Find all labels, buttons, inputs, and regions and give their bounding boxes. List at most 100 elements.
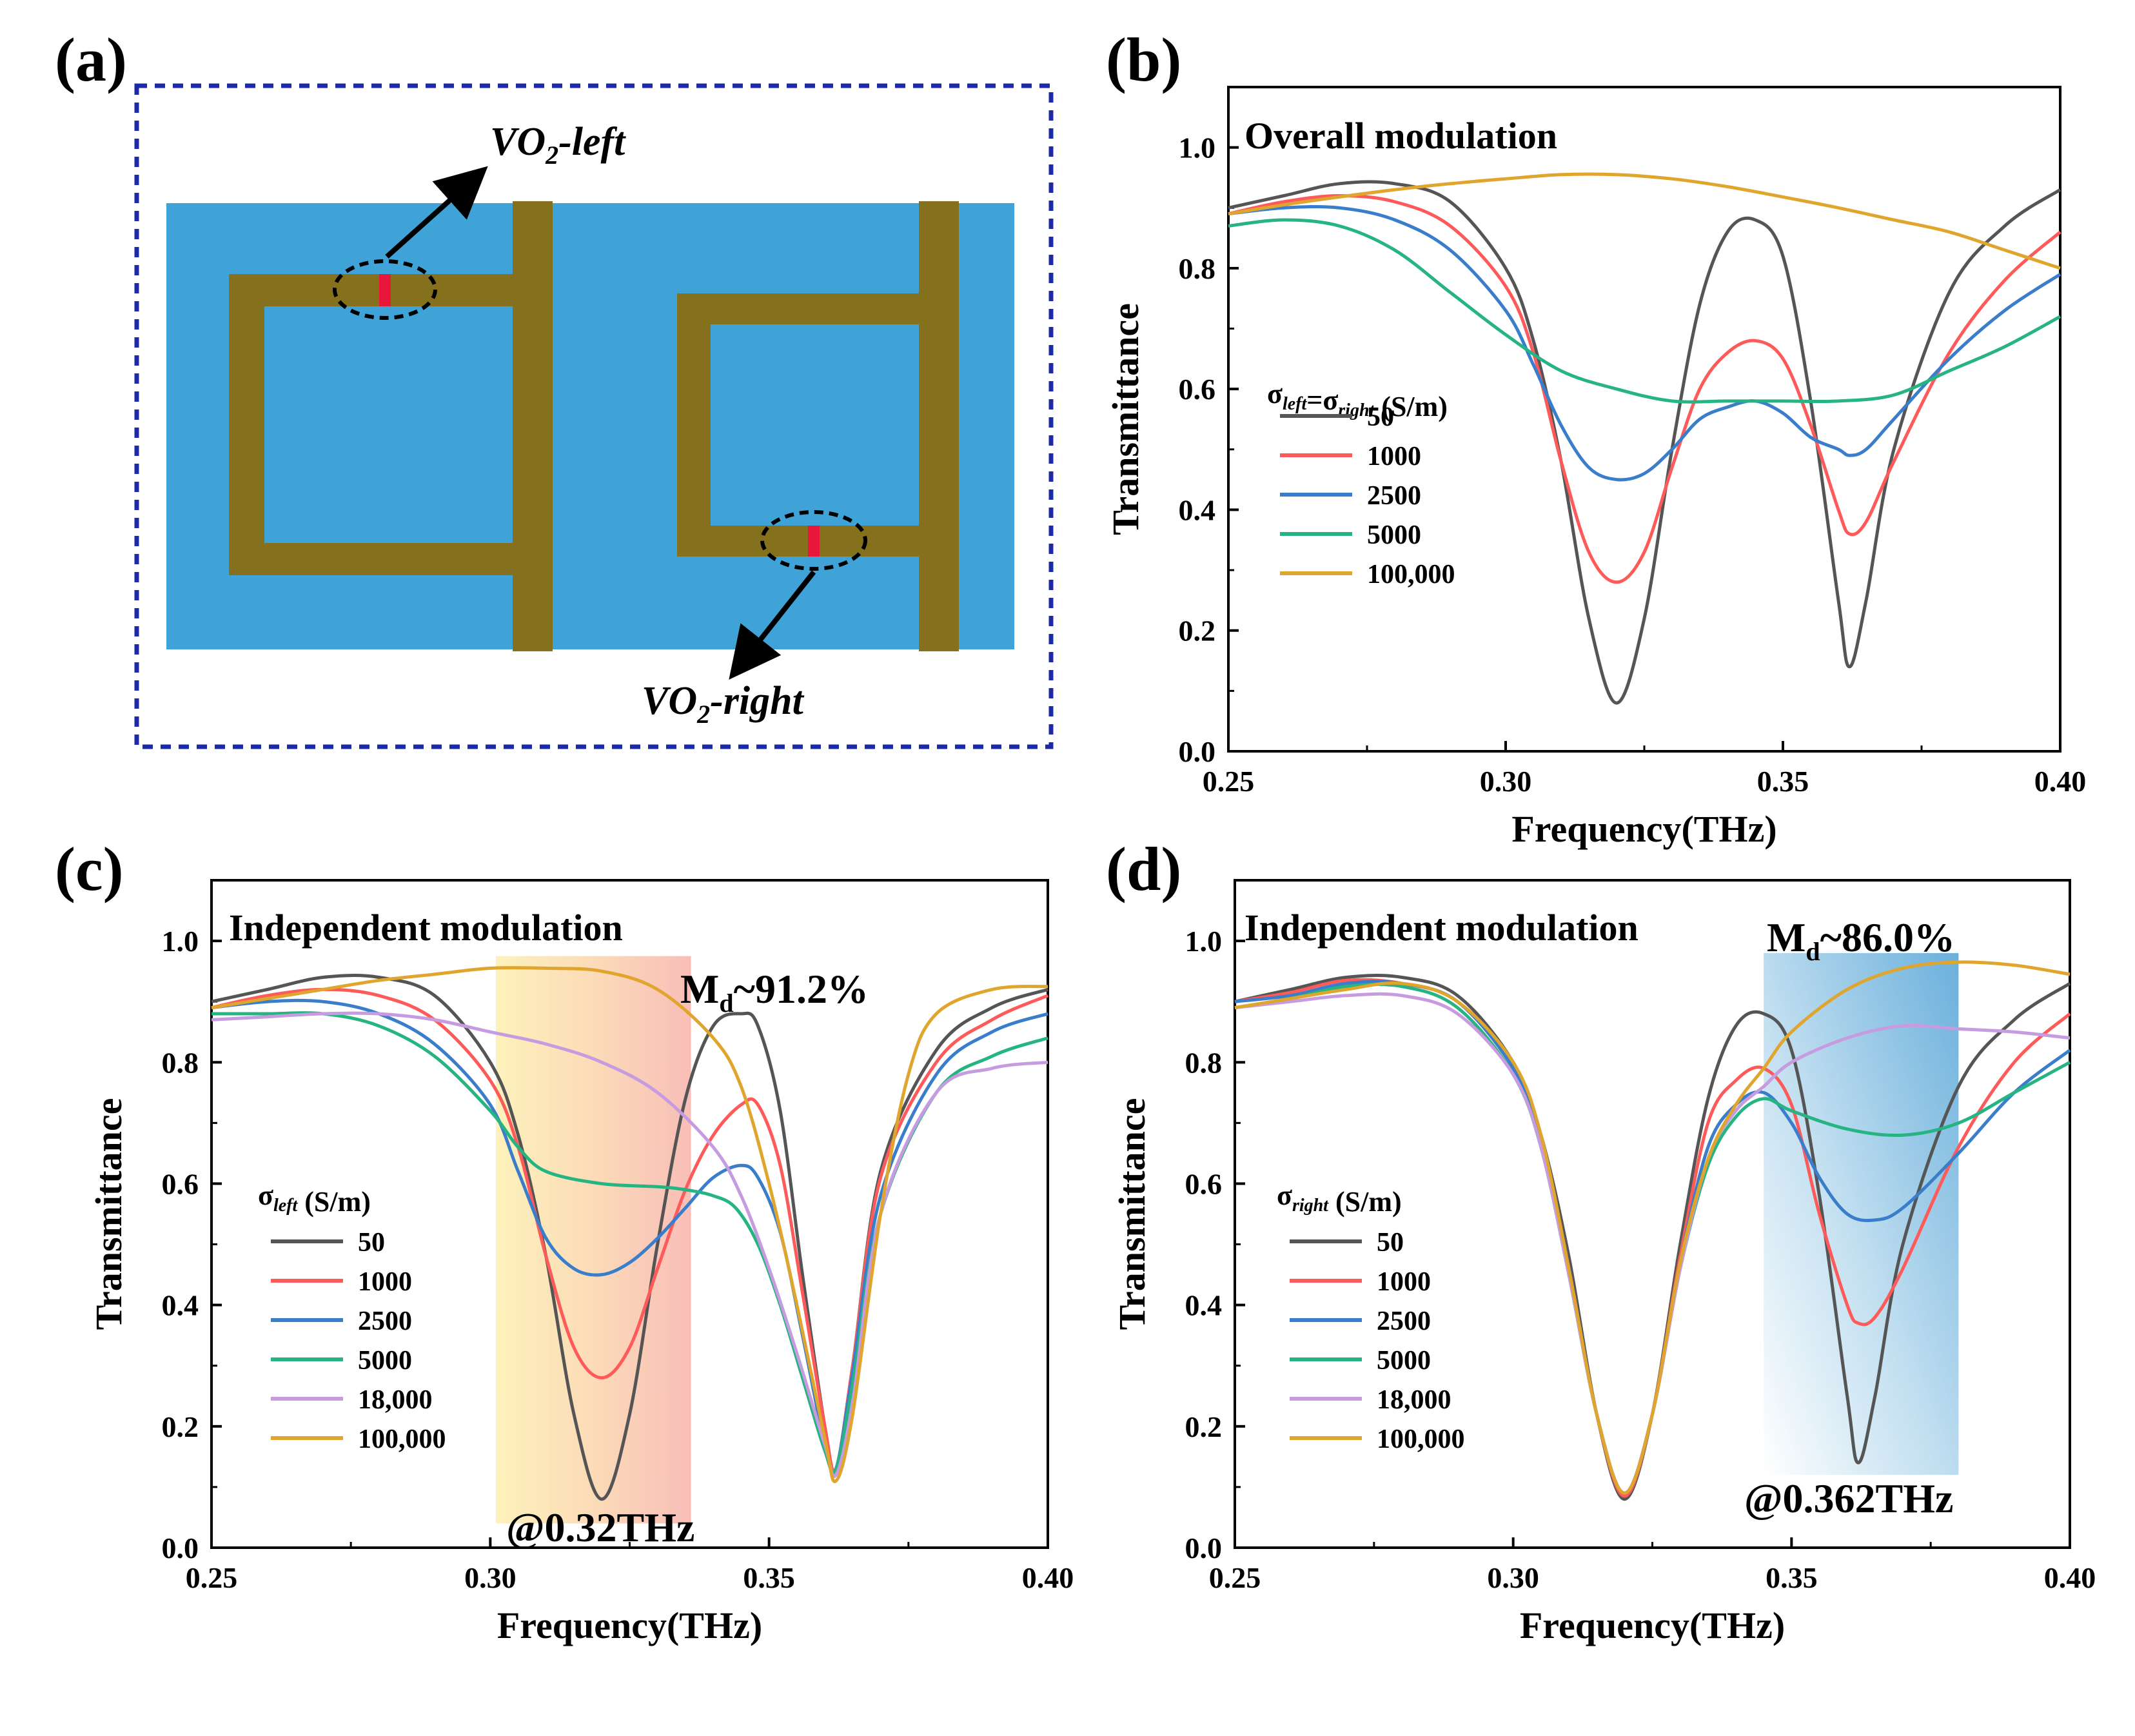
y-axis-label: Transmittance bbox=[1111, 1098, 1153, 1330]
chart-b: 0.25 0.30 0.35 0.40 0.0 0.2 0.4 0.6 0.8 1.0 Freque… bbox=[1105, 86, 2087, 850]
y-tick-label: 0.6 bbox=[1179, 373, 1216, 406]
panel-d: (d) 0.25 0.30 0.35 0.40 0.0 0.2 0.4 0.6 0.8 1.0 Fr… bbox=[1106, 834, 2096, 1646]
highlight-band bbox=[495, 956, 691, 1524]
panel-b: (b) 0.25 0.30 0.35 0.40 0.0 0.2 0.4 0.6 0.8 1.0 Fr… bbox=[1105, 25, 2086, 850]
panel-a-label: (a) bbox=[55, 25, 127, 94]
panel-a: (a) VO2-left VO2-right bbox=[55, 25, 1054, 749]
y-tick-label: 0.4 bbox=[1185, 1289, 1223, 1322]
y-tick-label: 0.0 bbox=[162, 1532, 199, 1564]
series-line-1000 bbox=[1228, 194, 2061, 584]
x-tick-label: 0.40 bbox=[2044, 1561, 2096, 1594]
x-axis-label: Frequency(THz) bbox=[1511, 808, 1776, 850]
x-tick-label: 0.40 bbox=[2034, 765, 2087, 798]
legend-title: σleft=σright (S/m) bbox=[1267, 378, 1448, 422]
y-tick-label: 0.4 bbox=[1179, 493, 1216, 526]
legend-label: 18,000 bbox=[1377, 1385, 1451, 1415]
left-resonator-bar bbox=[513, 201, 553, 651]
vo2-right-highlight bbox=[760, 510, 867, 571]
legend-label: 5000 bbox=[1377, 1346, 1431, 1376]
right-ring-bottom bbox=[677, 526, 919, 557]
legend-label: 50 bbox=[358, 1228, 385, 1258]
series-line-100000 bbox=[1234, 960, 2071, 1495]
x-tick-label: 0.25 bbox=[186, 1561, 238, 1594]
substrate bbox=[166, 203, 1014, 649]
panel-b-label: (b) bbox=[1106, 25, 1181, 94]
left-ring-side bbox=[229, 274, 264, 575]
legend-label: 5000 bbox=[358, 1346, 412, 1376]
series-line-50 bbox=[1228, 180, 2061, 705]
x-tick-label: 0.35 bbox=[743, 1561, 795, 1594]
x-axis-label: Frequency(THz) bbox=[1520, 1604, 1785, 1646]
y-tick-label: 0.8 bbox=[1179, 252, 1216, 285]
legend-label: 50 bbox=[1377, 1228, 1404, 1258]
vo2-left-highlight bbox=[333, 259, 437, 320]
frequency-annotation: @0.362THz bbox=[1744, 1475, 1953, 1521]
series-line-5000 bbox=[1228, 218, 2061, 404]
vo2-right-patch bbox=[808, 526, 820, 557]
legend-label: 1000 bbox=[1377, 1267, 1431, 1297]
x-tick-label: 0.30 bbox=[1480, 765, 1532, 798]
legend-label: 18,000 bbox=[358, 1385, 433, 1415]
chart-title: Independent modulation bbox=[229, 907, 623, 949]
chart-c: 0.25 0.30 0.35 0.40 0.0 0.2 0.4 0.6 0.8 1.0 Freque… bbox=[88, 879, 1074, 1646]
chart-title: Independent modulation bbox=[1245, 907, 1638, 949]
y-tick-label: 1.0 bbox=[162, 925, 199, 958]
series-line-2500 bbox=[1228, 205, 2061, 482]
right-ring-top bbox=[677, 293, 919, 324]
legend-title: σleft (S/m) bbox=[258, 1179, 371, 1218]
schematic-frame bbox=[134, 83, 1054, 749]
y-tick-label: 1.0 bbox=[1179, 132, 1216, 164]
x-tick-label: 0.40 bbox=[1022, 1561, 1074, 1594]
series-line-100000 bbox=[211, 966, 1048, 1483]
modulation-depth-label: Md~86.0% bbox=[1767, 914, 1955, 966]
legend-label: 100,000 bbox=[1367, 560, 1455, 589]
x-tick-label: 0.35 bbox=[1757, 765, 1809, 798]
left-ring-bottom bbox=[229, 543, 513, 575]
panel-d-label: (d) bbox=[1106, 834, 1181, 903]
right-resonator bbox=[677, 201, 959, 651]
panel-c: (c) 0.25 0.30 0.35 0.40 0.0 0.2 0.4 0.6 0.8 1.0 Fr… bbox=[55, 834, 1074, 1646]
y-tick-label: 0.0 bbox=[1179, 735, 1216, 768]
y-tick-label: 0.0 bbox=[1185, 1532, 1223, 1564]
legend-label: 1000 bbox=[1367, 442, 1421, 471]
panel-c-label: (c) bbox=[55, 834, 124, 903]
y-tick-label: 0.2 bbox=[162, 1410, 199, 1443]
vo2-left-patch bbox=[379, 274, 391, 306]
legend-label: 100,000 bbox=[358, 1425, 446, 1454]
chart-d: 0.25 0.30 0.35 0.40 0.0 0.2 0.4 0.6 0.8 1.0 Freque… bbox=[1111, 879, 2096, 1646]
y-tick-label: 1.0 bbox=[1185, 925, 1223, 958]
y-axis-label: Transmittance bbox=[1105, 303, 1146, 535]
vo2-left-label: VO2-left bbox=[490, 120, 626, 170]
modulation-depth-label: Md~91.2% bbox=[680, 966, 869, 1018]
x-tick-label: 0.25 bbox=[1209, 1561, 1261, 1594]
y-tick-label: 0.6 bbox=[1185, 1167, 1223, 1200]
x-tick-label: 0.25 bbox=[1203, 765, 1255, 798]
y-axis-label: Transmittance bbox=[88, 1098, 130, 1330]
x-axis-label: Frequency(THz) bbox=[497, 1604, 762, 1646]
series-line-100000 bbox=[1228, 172, 2061, 270]
legend-label: 50 bbox=[1367, 402, 1394, 432]
right-ring-side bbox=[677, 293, 711, 532]
y-tick-label: 0.4 bbox=[162, 1289, 199, 1322]
legend-title: σright (S/m) bbox=[1277, 1179, 1402, 1218]
chart-title: Overall modulation bbox=[1245, 115, 1557, 157]
right-resonator-bar bbox=[919, 201, 959, 651]
left-ring-top bbox=[229, 274, 513, 306]
left-resonator bbox=[229, 201, 553, 651]
x-tick-label: 0.30 bbox=[464, 1561, 517, 1594]
x-tick-label: 0.35 bbox=[1766, 1561, 1818, 1594]
vo2-left-arrow bbox=[385, 166, 488, 259]
vo2-right-arrow bbox=[729, 570, 816, 680]
legend-label: 5000 bbox=[1367, 520, 1421, 550]
legend-label: 1000 bbox=[358, 1267, 412, 1297]
y-tick-label: 0.8 bbox=[162, 1046, 199, 1079]
x-tick-label: 0.30 bbox=[1487, 1561, 1539, 1594]
y-tick-label: 0.2 bbox=[1179, 615, 1216, 647]
legend-label: 2500 bbox=[358, 1307, 412, 1336]
y-tick-label: 0.6 bbox=[162, 1167, 199, 1200]
legend-label: 100,000 bbox=[1377, 1425, 1465, 1454]
legend-label: 2500 bbox=[1377, 1307, 1431, 1336]
legend-label: 2500 bbox=[1367, 481, 1421, 511]
y-tick-label: 0.2 bbox=[1185, 1410, 1223, 1443]
